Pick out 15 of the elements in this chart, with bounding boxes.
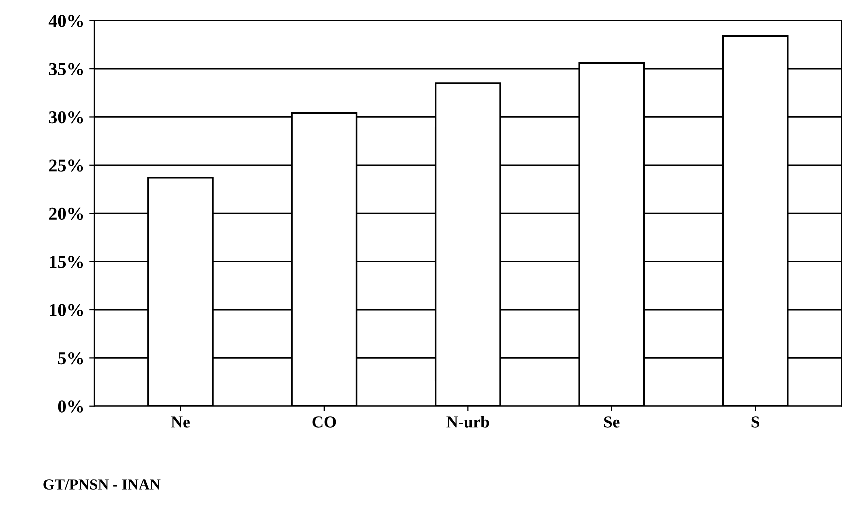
y-tick-label: 40% [48, 15, 84, 28]
x-tick-label: Se [604, 416, 620, 428]
x-tick-label: N-urb [446, 416, 490, 428]
y-tick-label: 20% [49, 208, 84, 220]
y-tick-label: 0% [58, 400, 84, 413]
y-tick-label: 15% [50, 256, 84, 268]
x-tick-label: CO [312, 416, 336, 428]
x-tick-label: S [752, 416, 760, 428]
text: GT/PNSN - INAN [44, 480, 161, 490]
y-tick-label: 5% [58, 352, 84, 365]
y-tick-label: 25% [49, 160, 84, 172]
y-tick-label: 30% [49, 111, 84, 124]
y-tick-label: 35% [49, 63, 84, 76]
y-tick-label: 10% [50, 304, 84, 316]
x-tick-label: Ne [171, 416, 190, 428]
